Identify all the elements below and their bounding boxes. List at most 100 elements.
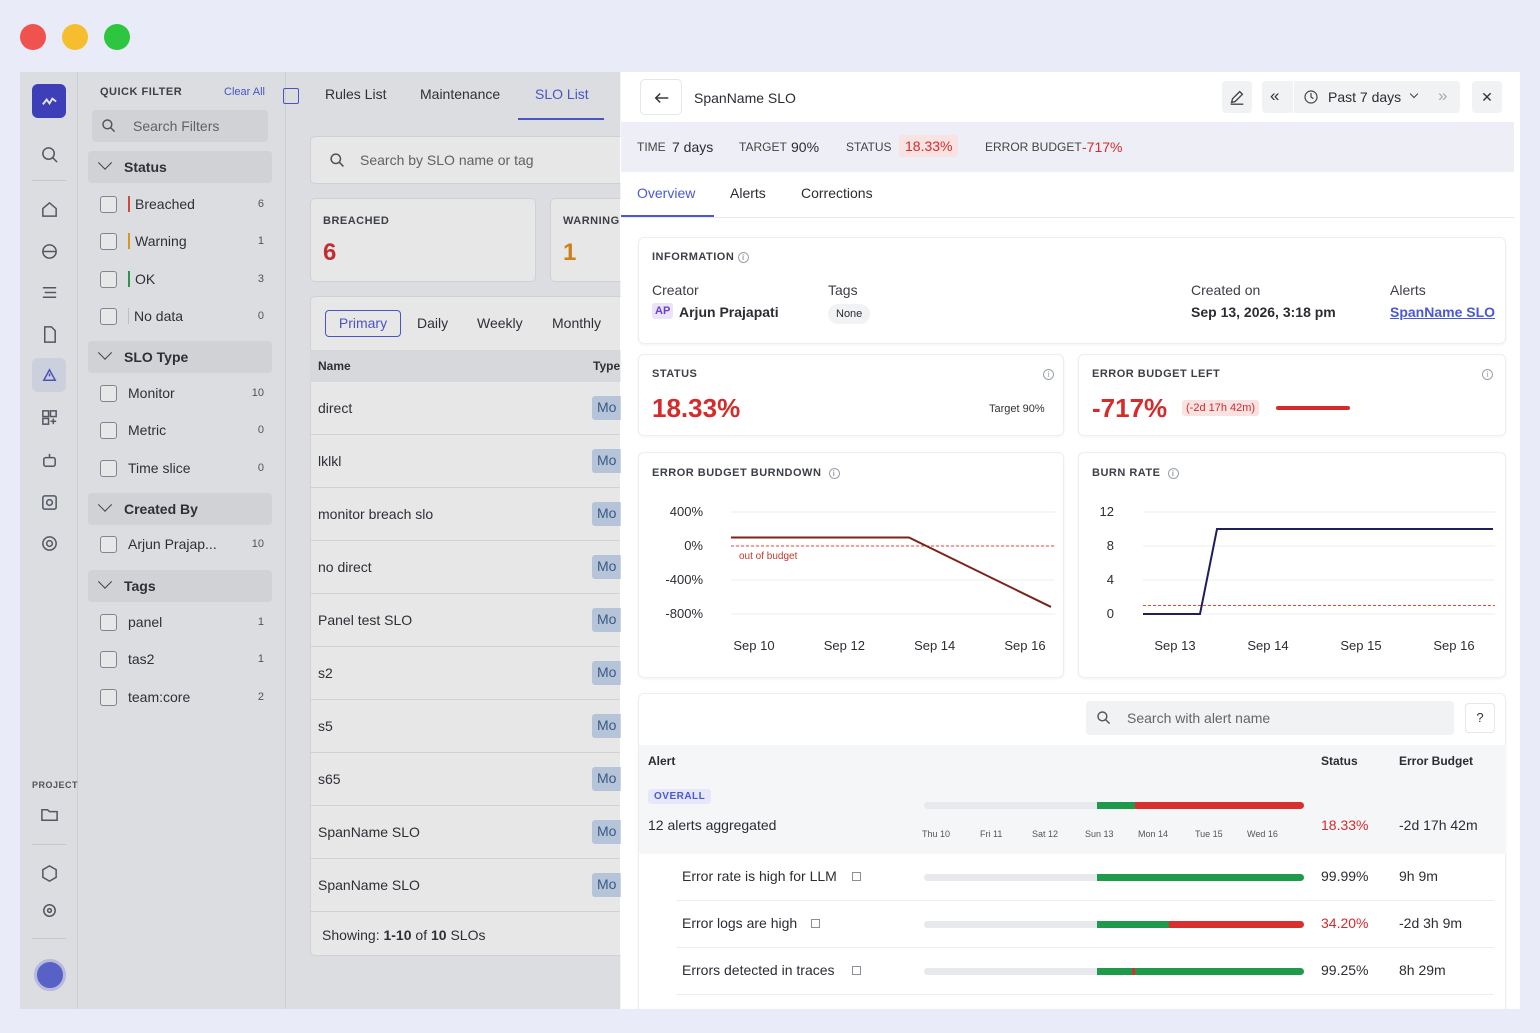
filter-item-creator[interactable]: Arjun Prajap... 10 xyxy=(100,534,264,554)
status-color-bar xyxy=(128,233,130,249)
modal-backdrop[interactable] xyxy=(20,72,620,1009)
alert-row[interactable]: Errors detected in traces 99.25% 8h 29m xyxy=(676,948,1494,995)
previous-range-icon[interactable]: « xyxy=(1270,86,1280,105)
period-weekly[interactable]: Weekly xyxy=(477,315,523,331)
alert-row[interactable]: Error rate is high for LLM 99.99% 9h 9m xyxy=(676,854,1494,901)
y-tick-label: 0 xyxy=(1107,606,1114,621)
external-link-icon[interactable] xyxy=(811,919,820,928)
checkbox[interactable] xyxy=(100,270,117,288)
checkbox[interactable] xyxy=(100,688,117,706)
maximize-window-button[interactable] xyxy=(104,24,130,50)
quick-filter-title: QUICK FILTER xyxy=(100,86,183,98)
overall-row[interactable]: OVERALL 12 alerts aggregated Thu 10 Fri … xyxy=(639,777,1506,854)
list-icon[interactable] xyxy=(37,280,61,304)
project-label: PROJECT xyxy=(32,780,79,790)
filter-item-breached[interactable]: Breached 6 xyxy=(100,194,264,214)
overall-tag: OVERALL xyxy=(648,789,712,804)
gear-icon[interactable] xyxy=(37,898,61,922)
tab-corrections[interactable]: Corrections xyxy=(801,185,873,201)
period-monthly[interactable]: Monthly xyxy=(552,315,602,331)
document-icon[interactable] xyxy=(37,322,61,346)
search-icon xyxy=(330,153,344,167)
x-tick-label: Sep 10 xyxy=(733,638,774,653)
filter-item-no-data[interactable]: No data 0 xyxy=(100,306,264,326)
tab-slo-list[interactable]: SLO List xyxy=(535,86,589,102)
y-tick-label: 400% xyxy=(670,504,704,519)
tags-section-header[interactable]: Tags xyxy=(88,570,272,602)
filter-search-input[interactable]: Search Filters xyxy=(92,110,268,142)
clear-all-link[interactable]: Clear All xyxy=(224,86,265,98)
filter-item-tag-team-core[interactable]: team:core 2 xyxy=(100,687,264,707)
close-window-button[interactable] xyxy=(20,24,46,50)
tab-overview[interactable]: Overview xyxy=(637,185,696,201)
alert-timeline xyxy=(924,874,1304,881)
info-icon[interactable]: i xyxy=(1482,369,1493,380)
globe-icon[interactable] xyxy=(37,239,61,263)
settings-gear-icon[interactable] xyxy=(37,531,61,555)
query-icon[interactable] xyxy=(37,490,61,514)
breached-count-card[interactable]: BREACHED 6 xyxy=(310,198,536,282)
tab-maintenance[interactable]: Maintenance xyxy=(420,86,501,102)
info-icon[interactable]: i xyxy=(1167,467,1179,479)
close-drawer-button[interactable]: ✕ xyxy=(1472,81,1502,113)
x-tick-label: Sep 14 xyxy=(1247,638,1288,653)
tab-rules-list[interactable]: Rules List xyxy=(325,86,387,102)
logo-icon[interactable] xyxy=(32,84,66,118)
back-button[interactable] xyxy=(640,79,682,115)
time-range-select[interactable]: Past 7 days xyxy=(1328,89,1402,105)
home-icon[interactable] xyxy=(37,197,61,221)
checkbox[interactable] xyxy=(100,613,117,631)
checkbox[interactable] xyxy=(100,650,117,668)
help-button[interactable]: ? xyxy=(1465,703,1495,733)
cube-icon[interactable] xyxy=(37,861,61,885)
filter-item-time-slice[interactable]: Time slice 0 xyxy=(100,458,264,478)
folder-icon[interactable] xyxy=(37,802,61,826)
burndown-chart-card: ERROR BUDGET BURNDOWN i 400% 0% -400% -800%… xyxy=(638,452,1064,678)
alerts-card: Search with alert name ? Alert Status Er… xyxy=(638,693,1506,1009)
alert-row[interactable]: Error logs are high 34.20% -2d 3h 9m xyxy=(676,901,1494,948)
next-range-icon[interactable]: » xyxy=(1438,86,1448,105)
alert-search-input[interactable]: Search with alert name xyxy=(1086,701,1454,735)
breached-count: 6 xyxy=(323,239,337,266)
created-by-section-header[interactable]: Created By xyxy=(88,493,272,525)
minimize-window-button[interactable] xyxy=(62,24,88,50)
external-link-icon[interactable] xyxy=(852,872,861,881)
info-icon[interactable]: i xyxy=(828,467,840,479)
burndown-chart: 400% 0% -400% -800% Sep 10 Sep 12 Sep 14 Sep 16… xyxy=(665,504,1055,653)
checkbox[interactable] xyxy=(100,459,117,477)
status-section-header[interactable]: Status xyxy=(88,151,272,183)
checkbox[interactable] xyxy=(100,195,117,213)
filter-item-tag-tas2[interactable]: tas2 1 xyxy=(100,649,264,669)
robot-icon[interactable] xyxy=(37,448,61,472)
filter-item-warning[interactable]: Warning 1 xyxy=(100,231,264,251)
filter-item-tag-panel[interactable]: panel 1 xyxy=(100,612,264,632)
avatar-icon[interactable] xyxy=(34,959,66,991)
slo-search-input[interactable]: Search by SLO name or tag xyxy=(310,136,630,184)
alert-icon[interactable] xyxy=(32,358,66,392)
alert-link[interactable]: SpanName SLO xyxy=(1390,304,1496,320)
external-link-icon[interactable] xyxy=(852,966,861,975)
checkbox[interactable] xyxy=(100,307,117,325)
table-row[interactable]: s2 Mo xyxy=(310,647,632,700)
tag-badge: None xyxy=(828,304,871,324)
filter-item-monitor[interactable]: Monitor 10 xyxy=(100,383,264,403)
info-icon[interactable]: i xyxy=(737,251,749,263)
grid-plus-icon[interactable] xyxy=(37,405,61,429)
time-range-control: « Past 7 days » xyxy=(1262,81,1460,113)
period-primary[interactable]: Primary xyxy=(325,310,401,337)
checkbox[interactable] xyxy=(100,232,117,250)
table-row[interactable]: monitor breach slo Mo xyxy=(310,488,632,541)
collapse-panel-icon[interactable] xyxy=(283,88,299,104)
checkbox[interactable] xyxy=(100,384,117,402)
checkbox[interactable] xyxy=(100,421,117,439)
filter-item-ok[interactable]: OK 3 xyxy=(100,269,264,289)
search-icon xyxy=(1097,711,1111,725)
search-icon[interactable] xyxy=(37,142,61,166)
period-daily[interactable]: Daily xyxy=(417,315,449,331)
slo-type-section-header[interactable]: SLO Type xyxy=(88,341,272,373)
info-icon[interactable]: i xyxy=(1043,369,1054,380)
checkbox[interactable] xyxy=(100,535,117,553)
edit-button[interactable] xyxy=(1222,81,1252,113)
filter-item-metric[interactable]: Metric 0 xyxy=(100,420,264,440)
tab-alerts[interactable]: Alerts xyxy=(730,185,766,201)
